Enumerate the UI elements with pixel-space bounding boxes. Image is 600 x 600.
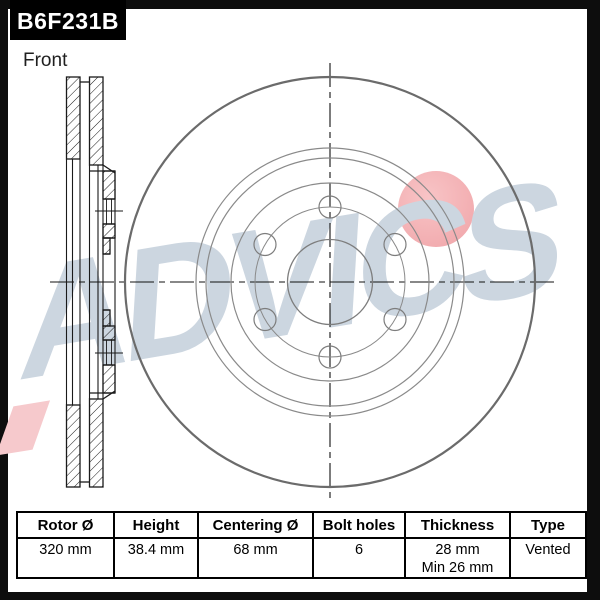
thickness-minimum: Min 26 mm — [421, 560, 494, 576]
bolt-holes — [253, 195, 407, 369]
value-rotor-diameter: 320 mm — [16, 537, 115, 579]
view-label: Front — [23, 50, 68, 71]
cross-section-view — [65, 76, 123, 488]
spec-table: Rotor Ø Height Centering Ø Bolt holes Th… — [16, 511, 587, 579]
header-height: Height — [113, 511, 199, 539]
advics-logo-red-ball-icon — [398, 171, 474, 247]
part-number-label: B6F231B — [10, 0, 126, 40]
header-type: Type — [509, 511, 587, 539]
value-type: Vented — [509, 537, 587, 579]
drawing-sheet — [8, 9, 587, 592]
spec-table-header-row: Rotor Ø Height Centering Ø Bolt holes Th… — [16, 511, 587, 539]
value-thickness: 28 mm Min 26 mm — [404, 537, 511, 579]
header-centering-diameter: Centering Ø — [197, 511, 314, 539]
center-lines — [50, 63, 557, 502]
header-rotor-diameter: Rotor Ø — [16, 511, 115, 539]
value-centering-diameter: 68 mm — [197, 537, 314, 579]
header-thickness: Thickness — [404, 511, 511, 539]
value-bolt-holes: 6 — [312, 537, 406, 579]
front-view — [123, 75, 537, 489]
thickness-nominal: 28 mm — [435, 542, 480, 558]
value-height: 38.4 mm — [113, 537, 199, 579]
header-bolt-holes: Bolt holes — [312, 511, 406, 539]
spec-table-value-row: 320 mm 38.4 mm 68 mm 6 28 mm Min 26 mm V… — [16, 537, 587, 579]
